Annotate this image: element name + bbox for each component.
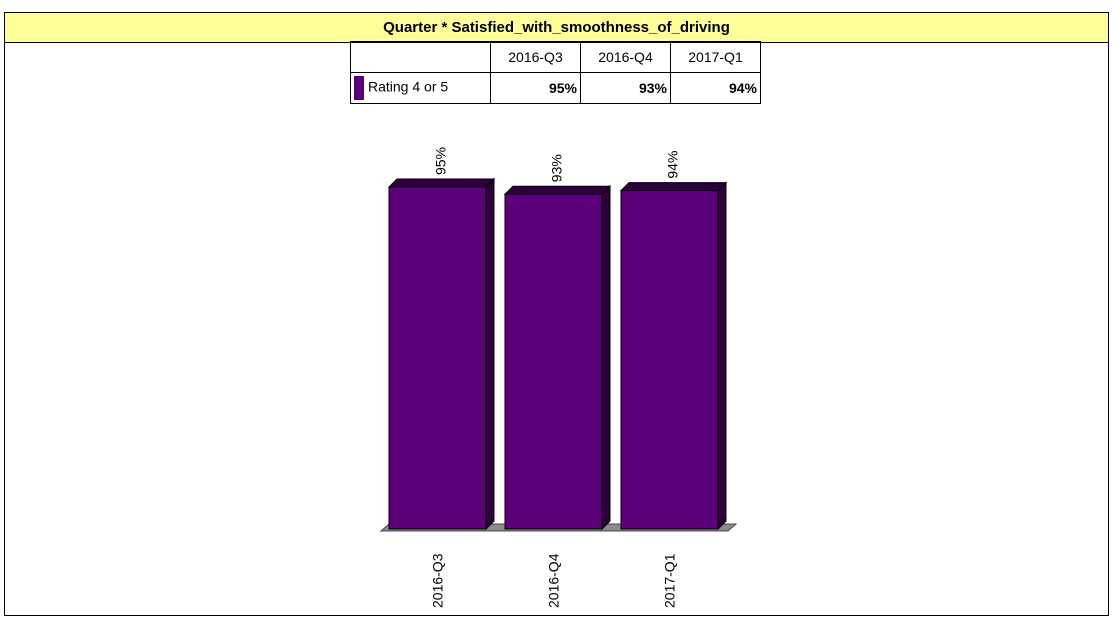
data-table: 2016-Q3 2016-Q4 2017-Q1 Rating 4 or 5 95…	[350, 41, 761, 104]
category-label: 2017-Q1	[662, 553, 678, 608]
table-value-cell: 93%	[580, 72, 671, 104]
table-header-cell: 2016-Q4	[580, 41, 671, 73]
bar	[504, 193, 603, 530]
table-header-row: 2016-Q3 2016-Q4 2017-Q1	[350, 41, 761, 73]
bar-top	[503, 185, 612, 195]
category-label: 2016-Q4	[546, 553, 562, 608]
legend-cell: Rating 4 or 5	[350, 72, 491, 104]
bar-top	[387, 178, 496, 188]
bar	[620, 190, 719, 530]
bar	[388, 186, 487, 530]
legend-label: Rating 4 or 5	[368, 78, 449, 95]
table-header-cell: 2016-Q3	[490, 41, 581, 73]
chart-title: Quarter * Satisfied_with_smoothness_of_d…	[5, 13, 1108, 43]
bar-side	[485, 177, 495, 531]
table-value-cell: 95%	[490, 72, 581, 104]
table-value-cell: 94%	[670, 72, 761, 104]
data-label: 94%	[665, 151, 681, 179]
bar-top	[619, 182, 728, 192]
bar-side	[601, 184, 611, 531]
data-label: 93%	[549, 154, 565, 182]
legend-swatch	[354, 76, 364, 100]
category-label: 2016-Q3	[430, 553, 446, 608]
data-label: 95%	[433, 147, 449, 175]
bar-side	[717, 181, 727, 531]
table-row: Rating 4 or 5 95% 93% 94%	[350, 72, 761, 104]
